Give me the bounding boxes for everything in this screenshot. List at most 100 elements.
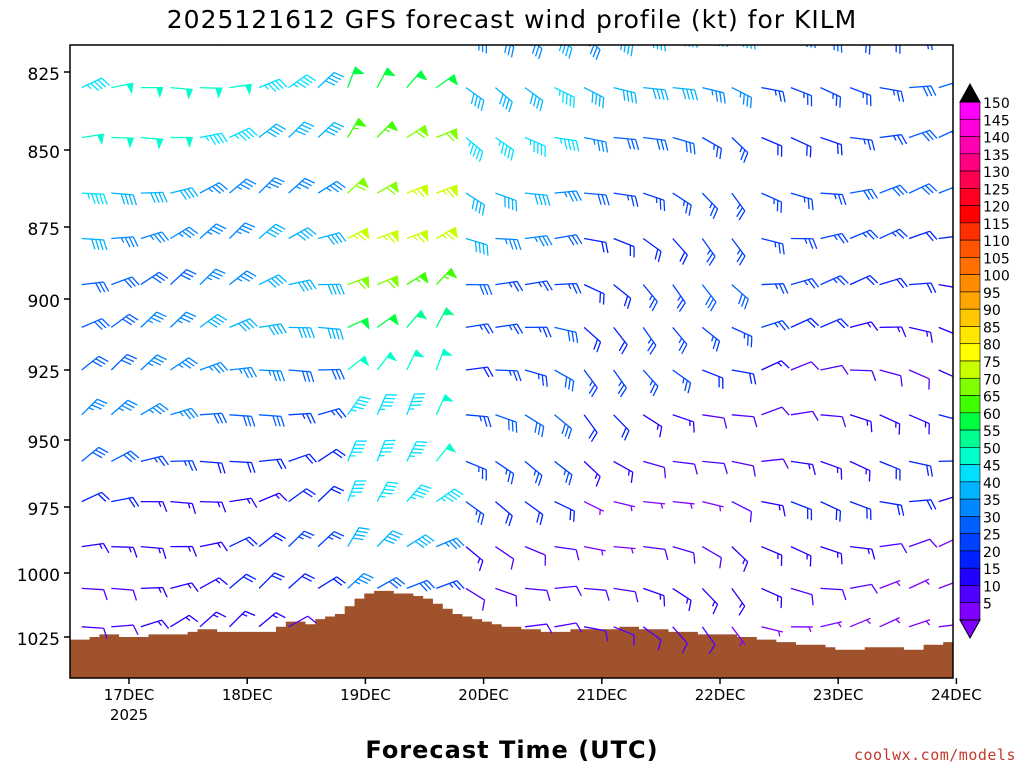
barb-half [415, 278, 421, 283]
barb-full [272, 415, 277, 427]
wind-barb [584, 587, 610, 601]
barb-full [301, 575, 312, 582]
barb-full [602, 293, 605, 305]
barb-full [651, 301, 658, 312]
barb-full [806, 319, 816, 328]
wind-barb [643, 136, 669, 151]
barb-full [280, 323, 287, 334]
barb-full [693, 143, 696, 155]
barb-staff [790, 361, 812, 371]
barb-full [546, 280, 553, 291]
barb-half [774, 322, 779, 328]
barb-half [217, 501, 221, 508]
barb-half [599, 509, 601, 515]
wind-barb [170, 136, 194, 149]
wind-barb [879, 86, 905, 103]
barb-full [297, 282, 305, 292]
barb-pennant [156, 87, 164, 99]
wind-barb [672, 192, 692, 216]
barb-full [481, 204, 486, 216]
barb-full [896, 90, 901, 102]
barb-full [157, 456, 166, 467]
wind-barb [199, 412, 228, 424]
wind-barb [672, 326, 688, 355]
barb-half [956, 496, 959, 501]
wind-barb [258, 323, 287, 336]
barb-half [326, 187, 332, 192]
wind-barb [465, 237, 489, 256]
barb-half [682, 377, 685, 384]
barb-full [837, 234, 845, 244]
barb-full [538, 194, 543, 206]
barb-full [811, 199, 814, 211]
barb-full [382, 447, 393, 449]
barb-full [331, 284, 337, 295]
barb-staff [938, 235, 953, 240]
barb-pennant [445, 443, 457, 453]
barb-full [102, 281, 110, 292]
barb-full [807, 508, 809, 519]
barb-full [957, 34, 961, 44]
wind-barb [288, 488, 316, 503]
barb-full [305, 280, 313, 291]
colorbar-swatch [959, 343, 981, 362]
wind-barb [909, 85, 937, 97]
wind-barb [820, 192, 847, 206]
colorbar-swatch [959, 188, 981, 206]
barb-full [684, 380, 688, 392]
wind-barb [465, 546, 484, 572]
y-tick-label: 1000 [17, 566, 60, 586]
barb-full [157, 232, 166, 242]
barb-full [302, 76, 313, 84]
barb-half [295, 185, 302, 190]
barb-full [778, 242, 781, 254]
barb-full [595, 476, 601, 487]
wind-barb [804, 45, 816, 49]
wind-barb [229, 460, 256, 473]
barb-full [123, 279, 133, 289]
barb-full [487, 416, 492, 428]
wind-barb [81, 281, 110, 293]
barb-full [508, 238, 514, 250]
barb-full [278, 78, 288, 88]
barb-full [299, 78, 310, 86]
wind-barb [406, 484, 432, 503]
barb-half [866, 322, 872, 328]
barb-full [743, 561, 749, 573]
wind-barb [435, 307, 455, 328]
barb-half [806, 554, 808, 560]
barb-full [588, 384, 596, 394]
y-tick-label: 925 [28, 363, 60, 383]
barb-full [352, 487, 364, 490]
barb-full [709, 205, 716, 217]
barb-half [742, 558, 746, 565]
barb-full [161, 455, 169, 466]
barb-half [837, 622, 842, 628]
barb-full [296, 233, 307, 241]
barb-full [353, 447, 364, 450]
wind-barb [140, 231, 170, 244]
barb-half [833, 193, 837, 200]
barb-full [351, 491, 363, 493]
barb-full [663, 45, 666, 52]
wind-barb [731, 87, 753, 109]
barb-half [926, 331, 929, 337]
barb-full [126, 353, 138, 360]
wind-barb [140, 402, 169, 416]
wind-barb [879, 500, 905, 516]
barb-full [128, 236, 135, 248]
wind-barb [435, 443, 457, 462]
wind-barb [938, 494, 959, 503]
barb-full [841, 233, 849, 243]
barb-staff [288, 615, 309, 628]
wind-barb [376, 120, 398, 138]
barb-full [660, 139, 665, 151]
barb-full [383, 443, 395, 446]
barb-full [477, 97, 482, 109]
barb-full [656, 139, 661, 150]
barb-pennant [185, 88, 194, 100]
colorbar-label: 90 [983, 303, 1001, 319]
barb-half [448, 583, 454, 588]
barb-staff [731, 501, 752, 513]
barb-full [330, 533, 342, 540]
